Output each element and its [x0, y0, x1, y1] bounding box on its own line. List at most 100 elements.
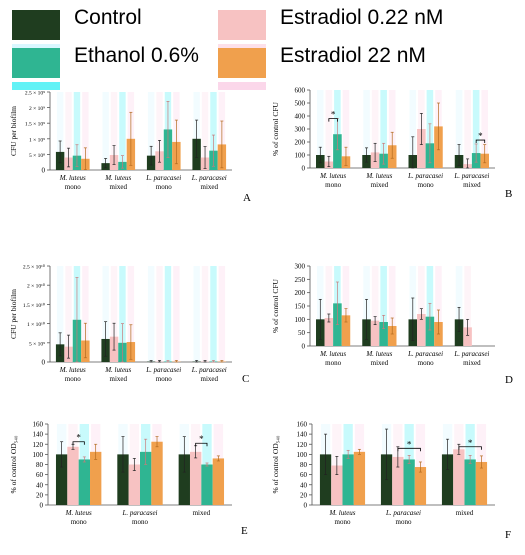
- y-tick-label-f: 0: [304, 502, 308, 510]
- bar-shadow-b: [464, 90, 471, 164]
- x-category-label-e: L. paracasei: [122, 509, 158, 517]
- y-tick-label-d: 0: [302, 343, 306, 351]
- y-tick-label-e: 120: [33, 441, 44, 449]
- y-tick-label-b: 300: [295, 126, 306, 134]
- y-tick-label-f: 40: [300, 481, 308, 489]
- bar-shadow-f: [355, 424, 364, 452]
- bar-e: [190, 452, 201, 505]
- x-category-sublabel-e: mono: [71, 518, 87, 526]
- bar-shadow-c: [65, 266, 71, 347]
- x-category-sublabel-b: mono: [325, 181, 341, 189]
- bar-shadow-b: [481, 90, 488, 154]
- x-category-label-b: M. luteus: [365, 172, 392, 180]
- y-tick-label-d: 250: [295, 276, 306, 284]
- y-tick-label-c: 1 × 10¹⁰: [27, 321, 46, 328]
- x-category-label-a: M. luteus: [104, 174, 131, 182]
- x-category-sublabel-c: mixed: [110, 375, 128, 383]
- bar-shadow-c: [148, 266, 154, 362]
- bar-shadow-c: [202, 266, 208, 362]
- bar-shadow-f: [344, 424, 353, 454]
- x-category-label-a: L. paracasei: [191, 174, 227, 182]
- x-category-sublabel-f: mono: [335, 518, 351, 526]
- bar-f: [354, 452, 365, 505]
- x-category-label-c: M. luteus: [59, 366, 86, 374]
- y-tick-label-b: 600: [295, 87, 306, 95]
- significance-star-b: *: [478, 131, 483, 141]
- x-category-sublabel-c: mono: [65, 375, 81, 383]
- bar-e: [79, 459, 90, 505]
- bar-shadow-c: [219, 266, 225, 362]
- y-tick-label-d: 200: [295, 289, 306, 297]
- bar-shadow-d: [389, 266, 396, 326]
- y-tick-label-c: 2.5 × 10¹⁰: [23, 264, 46, 271]
- legend-label-estradiol-high: Estradiol 22 nM: [280, 44, 426, 68]
- legend-label-ethanol: Ethanol 0.6%: [74, 44, 199, 68]
- x-category-label-b: L. paracasei: [407, 172, 443, 180]
- y-tick-label-d: 50: [298, 329, 306, 337]
- bar-shadow-a: [119, 92, 125, 162]
- significance-star-b: *: [331, 110, 336, 120]
- y-axis-label-d: % of control CFU: [271, 278, 280, 333]
- bar-shadow-d: [372, 266, 379, 321]
- bar-shadow-d: [418, 266, 425, 314]
- x-category-label-c: L. paracasei: [145, 366, 181, 374]
- bar-shadow-b: [343, 90, 350, 156]
- x-category-sublabel-a: mixed: [110, 183, 128, 191]
- legend-label-control: Control: [74, 6, 142, 30]
- panel-letter-c: C: [242, 373, 249, 385]
- x-category-label-e: M. luteus: [65, 509, 92, 517]
- y-tick-label-c: 2 × 10¹⁰: [27, 283, 46, 290]
- y-tick-label-d: 300: [295, 263, 306, 271]
- x-category-label-d: M. luteus: [319, 350, 346, 358]
- x-category-sublabel-a: mono: [65, 183, 81, 191]
- y-tick-label-f: 100: [297, 451, 308, 459]
- y-tick-label-c: 5 × 10⁹: [29, 341, 45, 347]
- significance-star-f: *: [468, 438, 473, 448]
- x-category-label-a: M. luteus: [59, 174, 86, 182]
- bar-shadow-c: [210, 266, 216, 362]
- y-tick-label-e: 160: [33, 421, 44, 429]
- legend-swatch-estradiol-low: [218, 10, 266, 40]
- y-axis-label-c: CFU per biofilm: [9, 289, 18, 339]
- bar-f: [476, 462, 487, 505]
- y-tick-label-c: 1.5 × 10¹⁰: [23, 302, 46, 309]
- x-category-label-b: L. paracasei: [453, 172, 489, 180]
- bar-shadow-d: [464, 266, 471, 327]
- bar-shadow-c: [156, 266, 162, 362]
- x-category-sublabel-c: mixed: [201, 375, 219, 383]
- panel-letter-f: F: [505, 529, 511, 541]
- y-tick-label-e: 40: [36, 481, 44, 489]
- y-axis-label-a: CFU per biofilm: [9, 106, 18, 156]
- y-tick-label-e: 80: [36, 461, 44, 469]
- bar-shadow-d: [380, 266, 387, 322]
- x-category-sublabel-e: mono: [132, 518, 148, 526]
- y-tick-label-b: 200: [295, 139, 306, 147]
- bar-e: [67, 447, 78, 505]
- x-category-label-f: mixed: [456, 509, 474, 517]
- x-category-sublabel-a: mixed: [201, 183, 219, 191]
- x-category-sublabel-b: mono: [418, 181, 434, 189]
- x-category-label-c: L. paracasei: [191, 366, 227, 374]
- bar-shadow-b: [317, 90, 324, 155]
- y-tick-label-a: 5 × 10⁸: [29, 153, 45, 159]
- x-category-label-a: L. paracasei: [145, 174, 181, 182]
- bar-f: [415, 467, 426, 505]
- x-category-sublabel-d: mono: [325, 359, 341, 367]
- x-category-label-c: M. luteus: [104, 366, 131, 374]
- y-tick-label-e: 100: [33, 451, 44, 459]
- y-tick-label-b: 100: [295, 152, 306, 160]
- legend-swatch-estradiol-high: [218, 48, 266, 78]
- x-category-sublabel-f: mono: [396, 518, 412, 526]
- y-tick-label-a: 0: [42, 167, 46, 175]
- y-tick-label-d: 100: [295, 316, 306, 324]
- x-category-label-f: M. luteus: [328, 509, 355, 517]
